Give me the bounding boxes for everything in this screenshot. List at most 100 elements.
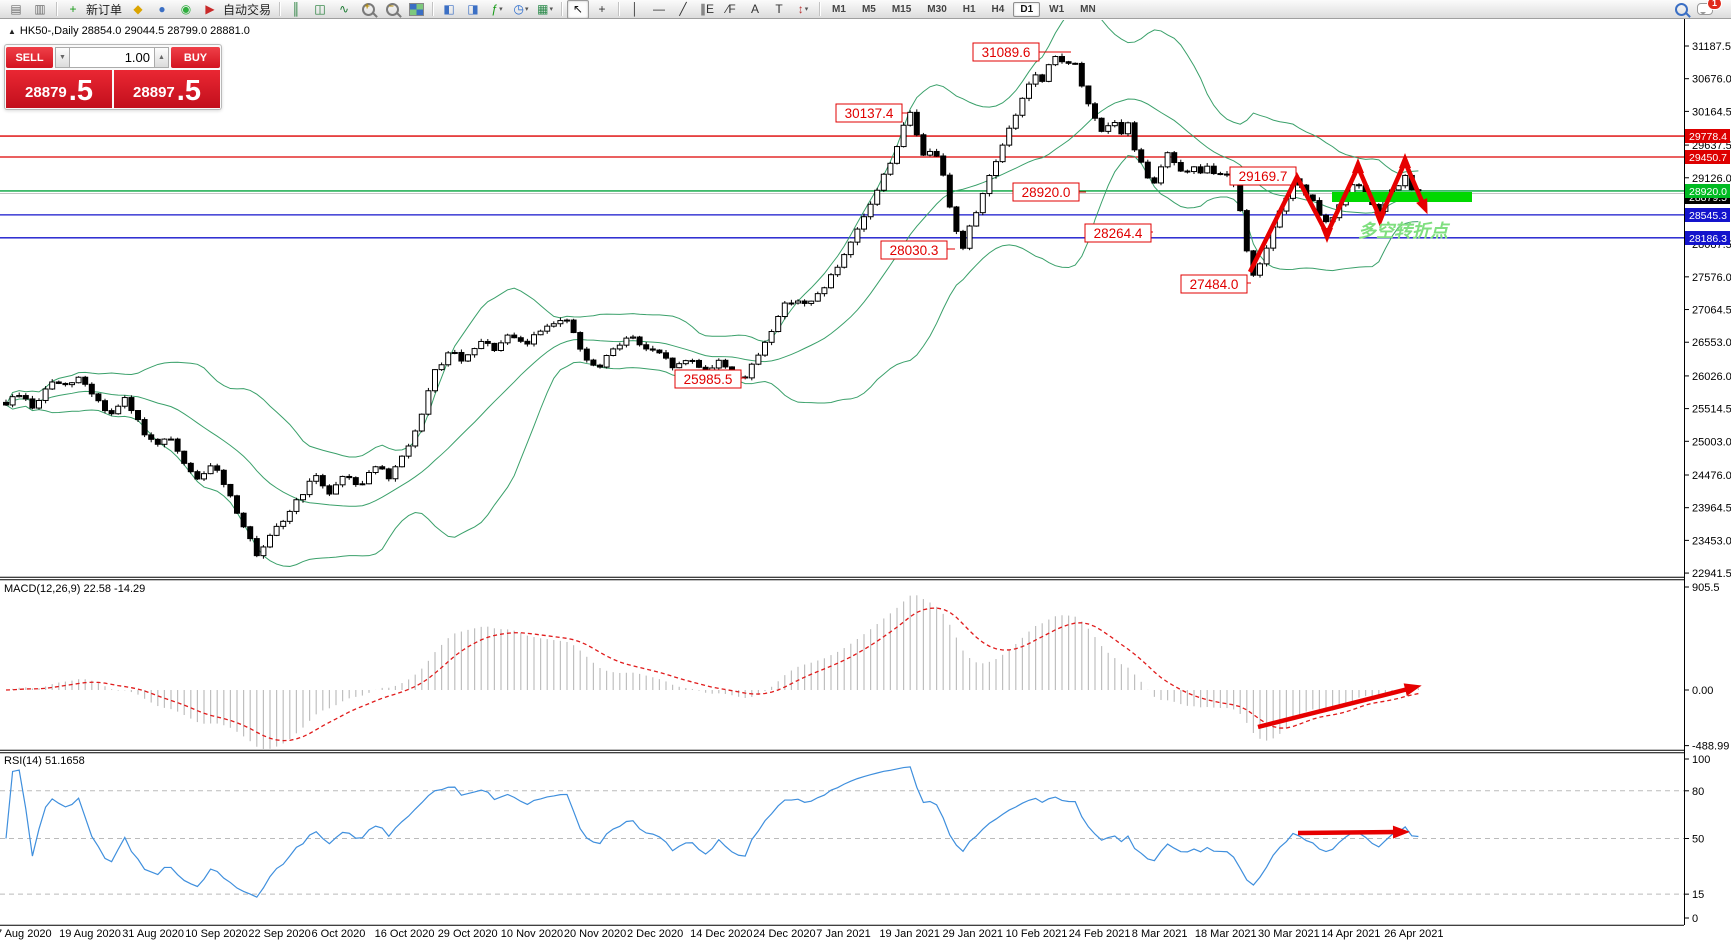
templates-icon-dropdown[interactable]: ▾: [549, 6, 553, 13]
new-chart-icon[interactable]: ▤: [10, 2, 22, 16]
tile-windows-icon[interactable]: [405, 0, 427, 19]
svg-text:28920.0: 28920.0: [1689, 186, 1727, 198]
volume-input[interactable]: [70, 47, 154, 68]
svg-text:29450.7: 29450.7: [1689, 152, 1727, 164]
volume-stepper: ▼ ▲: [55, 47, 169, 68]
svg-text:29126.0: 29126.0: [1692, 173, 1731, 185]
svg-text:31 Aug 2020: 31 Aug 2020: [122, 928, 184, 940]
rsi-panel-content: [0, 766, 1684, 898]
candles-chart-icon[interactable]: ◫: [314, 2, 326, 16]
svg-text:10 Nov 2020: 10 Nov 2020: [501, 928, 563, 940]
toolbar-separator: [432, 2, 434, 16]
svg-text:30 Mar 2021: 30 Mar 2021: [1258, 928, 1320, 940]
svg-text:24476.0: 24476.0: [1692, 470, 1731, 482]
sell-button[interactable]: SELL: [6, 47, 53, 68]
svg-text:24 Feb 2021: 24 Feb 2021: [1069, 928, 1131, 940]
horizontal-line-icon[interactable]: —: [653, 2, 666, 16]
vertical-line-icon[interactable]: │: [631, 2, 639, 16]
macd-trend-arrow[interactable]: [1257, 685, 1413, 730]
svg-text:29 Jan 2021: 29 Jan 2021: [943, 928, 1004, 940]
add-indicator-icon-dropdown[interactable]: ▾: [499, 6, 503, 13]
zoom-in-icon[interactable]: +: [357, 0, 379, 19]
rsi-trend-arrow[interactable]: [1297, 829, 1401, 836]
one-click-trading-panel: SELL ▼ ▲ BUY 28879 .5 28897 .5: [4, 44, 222, 110]
volume-increase-button[interactable]: ▲: [154, 47, 169, 68]
periods-icon-dropdown[interactable]: ▾: [525, 6, 529, 13]
auto-arrange-icon[interactable]: ◧: [443, 2, 455, 16]
buy-button[interactable]: BUY: [171, 47, 220, 68]
zoom-out-icon[interactable]: −: [381, 0, 403, 19]
templates-icon[interactable]: ▦ ▾: [537, 2, 553, 16]
svg-text:29637.5: 29637.5: [1692, 140, 1731, 152]
svg-text:50: 50: [1692, 834, 1704, 846]
turning-point-annotation[interactable]: 多空转折点: [1358, 221, 1451, 241]
svg-text:27576.0: 27576.0: [1692, 272, 1731, 284]
svg-text:20 Nov 2020: 20 Nov 2020: [564, 928, 626, 940]
svg-text:19 Jan 2021: 19 Jan 2021: [879, 928, 940, 940]
add-indicator-icon[interactable]: ƒ ▾: [491, 2, 503, 16]
svg-text:22941.5: 22941.5: [1692, 568, 1731, 580]
panel-borders[interactable]: [0, 19, 1685, 926]
buy-price-int: 28897: [133, 84, 175, 101]
svg-text:19 Aug 2020: 19 Aug 2020: [59, 928, 121, 940]
buy-price-tile[interactable]: 28897 .5: [114, 70, 220, 108]
timeframe-m5[interactable]: M5: [861, 3, 876, 15]
timeframe-h4[interactable]: H4: [991, 3, 1005, 15]
timeframe-h1[interactable]: H1: [962, 3, 976, 15]
arrows-icon[interactable]: ↕ ▾: [797, 2, 809, 16]
bars-chart-icon[interactable]: ║: [291, 2, 301, 16]
autotrading-label[interactable]: 自动交易: [223, 2, 272, 17]
timeframe-d1[interactable]: D1: [1013, 1, 1041, 17]
volume-decrease-button[interactable]: ▼: [55, 47, 70, 68]
timeframe-m30[interactable]: M30: [927, 3, 947, 15]
cursor-icon[interactable]: ↖: [567, 0, 590, 19]
svg-text:23453.0: 23453.0: [1692, 535, 1731, 547]
timeframe-m15[interactable]: M15: [891, 3, 912, 15]
svg-text:29778.4: 29778.4: [1689, 131, 1727, 143]
text-icon[interactable]: A: [751, 2, 760, 16]
svg-text:28030.3: 28030.3: [890, 243, 939, 258]
metaeditor-icon[interactable]: ◆: [133, 2, 143, 16]
crosshair-icon[interactable]: +: [598, 2, 606, 16]
profiles-icon[interactable]: ▥: [34, 2, 46, 16]
svg-text:-488.99: -488.99: [1692, 741, 1729, 753]
timeframe-w1[interactable]: W1: [1049, 3, 1065, 15]
horizontal-lines[interactable]: [0, 135, 1684, 239]
signals-icon[interactable]: ◉: [180, 2, 192, 16]
search-icon[interactable]: [1670, 0, 1692, 19]
svg-text:100: 100: [1692, 754, 1710, 766]
svg-text:28920.0: 28920.0: [1022, 185, 1071, 200]
autotrading-icon[interactable]: ▶: [205, 2, 215, 16]
sell-price-frac: .5: [68, 75, 93, 107]
collapse-arrow-icon[interactable]: ▲: [8, 27, 16, 36]
equidistant-channel-icon[interactable]: ∥E: [700, 2, 715, 16]
new-order-icon[interactable]: +: [69, 2, 77, 16]
rsi-label: RSI(14) 51.1658: [4, 755, 85, 767]
svg-text:14 Apr 2021: 14 Apr 2021: [1321, 928, 1380, 940]
svg-text:22 Sep 2020: 22 Sep 2020: [248, 928, 310, 940]
sell-price-tile[interactable]: 28879 .5: [6, 70, 112, 108]
periods-icon[interactable]: ◷ ▾: [513, 2, 529, 16]
green-zone-rectangle[interactable]: [1332, 192, 1472, 202]
fibonacci-icon[interactable]: ∕F: [726, 2, 736, 16]
toolbar-separator: [56, 2, 57, 16]
text-label-icon[interactable]: T: [775, 2, 783, 16]
price-axis: 31187.530676.030164.529637.529126.028087…: [1684, 41, 1731, 925]
chat-icon[interactable]: 1: [1694, 0, 1722, 19]
svg-text:30137.4: 30137.4: [845, 106, 894, 121]
arrows-icon-dropdown[interactable]: ▾: [804, 6, 809, 13]
timeframe-m1[interactable]: M1: [832, 3, 846, 15]
chart-shift-icon[interactable]: ◨: [467, 2, 479, 16]
trendline-icon[interactable]: ╱: [679, 2, 687, 16]
price-callout-labels[interactable]: 31089.6 30137.4 29169.7 28920.0 28264.4 28030…: [674, 42, 1299, 389]
svg-text:7 Jan 2021: 7 Jan 2021: [816, 928, 870, 940]
new-order-label[interactable]: 新订单: [86, 2, 123, 17]
svg-text:15: 15: [1692, 889, 1704, 901]
timeframe-mn[interactable]: MN: [1080, 3, 1096, 15]
market-icon[interactable]: ●: [158, 2, 166, 16]
line-chart-icon[interactable]: ∿: [339, 2, 350, 16]
macd-signal-line: [5, 607, 1419, 742]
date-axis[interactable]: 7 Aug 2020 19 Aug 2020 31 Aug 2020 10 Sep 2…: [0, 928, 1444, 940]
